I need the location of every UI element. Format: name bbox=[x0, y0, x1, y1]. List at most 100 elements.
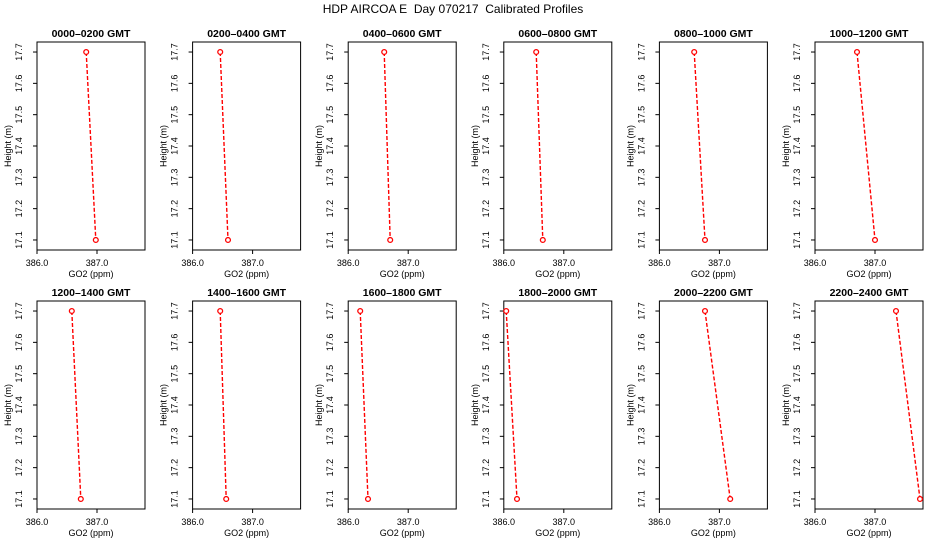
profile-line bbox=[535, 51, 544, 241]
x-tick-label: 386.0 bbox=[181, 258, 204, 268]
y-tick-label: 17.7 bbox=[481, 302, 491, 320]
x-tick-label: 387.0 bbox=[86, 517, 109, 527]
y-tick-label: 17.5 bbox=[636, 365, 646, 383]
x-tick-label: 386.0 bbox=[26, 517, 49, 527]
panel-title: 0400–0600 GMT bbox=[363, 28, 442, 40]
y-tick-label: 17.6 bbox=[636, 75, 646, 93]
x-tick-label: 387.0 bbox=[86, 258, 109, 268]
profile-panel-11: 2000–2200 GMT 386.0 387.0 17.1 17.2 17.3 17.4 1… bbox=[625, 287, 768, 538]
x-tick-label: 387.0 bbox=[864, 258, 887, 268]
y-tick-label: 17.6 bbox=[792, 334, 802, 352]
y-tick-label: 17.3 bbox=[481, 169, 491, 187]
x-tick-label: 387.0 bbox=[708, 517, 731, 527]
y-tick-label: 17.2 bbox=[636, 200, 646, 218]
y-axis-label: Height (m) bbox=[159, 384, 169, 426]
y-tick-label: 17.6 bbox=[14, 75, 24, 93]
y-tick-label: 17.7 bbox=[636, 43, 646, 61]
x-tick-label: 386.0 bbox=[493, 258, 516, 268]
data-point bbox=[224, 236, 232, 244]
profile-panel-1: 0000–0200 GMT 386.0 387.0 17.1 17.2 17.3 17.4 1… bbox=[3, 28, 146, 279]
y-tick-label: 17.1 bbox=[14, 490, 24, 508]
data-point bbox=[223, 495, 230, 503]
panel-title: 0000–0200 GMT bbox=[52, 28, 131, 40]
y-tick-label: 17.3 bbox=[325, 428, 335, 446]
y-tick-label: 17.5 bbox=[14, 106, 24, 124]
data-point bbox=[539, 236, 546, 244]
y-tick-label: 17.1 bbox=[170, 490, 180, 508]
x-tick-label: 387.0 bbox=[708, 258, 731, 268]
profile-line bbox=[359, 310, 369, 500]
data-point bbox=[77, 495, 84, 503]
y-tick-label: 17.4 bbox=[325, 137, 335, 155]
profile-line bbox=[856, 51, 876, 241]
y-tick-label: 17.1 bbox=[481, 231, 491, 249]
x-axis-label: GO2 (ppm) bbox=[691, 528, 736, 538]
y-tick-label: 17.2 bbox=[481, 459, 491, 477]
x-tick-label: 386.0 bbox=[493, 517, 516, 527]
y-tick-label: 17.2 bbox=[170, 200, 180, 218]
x-axis-label: GO2 (ppm) bbox=[846, 528, 891, 538]
y-tick-label: 17.4 bbox=[792, 137, 802, 155]
x-axis-label: GO2 (ppm) bbox=[380, 528, 425, 538]
y-tick-label: 17.4 bbox=[14, 137, 24, 155]
y-tick-label: 17.2 bbox=[170, 459, 180, 477]
profile-line bbox=[704, 310, 731, 500]
profile-panel-5: 0800–1000 GMT 386.0 387.0 17.1 17.2 17.3 17.4 1… bbox=[625, 28, 768, 279]
x-tick-label: 386.0 bbox=[804, 517, 827, 527]
y-axis-label: Height (m) bbox=[781, 125, 791, 167]
data-point bbox=[691, 48, 698, 56]
y-axis-label: Height (m) bbox=[625, 384, 635, 426]
panel-title: 2200–2400 GMT bbox=[830, 287, 909, 299]
y-tick-label: 17.2 bbox=[792, 459, 802, 477]
y-tick-label: 17.5 bbox=[636, 106, 646, 124]
profile-line bbox=[219, 51, 229, 241]
profile-line bbox=[895, 310, 921, 500]
x-axis-label: GO2 (ppm) bbox=[535, 528, 580, 538]
profile-panel-6: 1000–1200 GMT 386.0 387.0 17.1 17.2 17.3 17.4 1… bbox=[781, 28, 924, 279]
x-tick-label: 386.0 bbox=[26, 258, 49, 268]
y-tick-label: 17.6 bbox=[325, 334, 335, 352]
data-point bbox=[381, 48, 388, 56]
y-axis-label: Height (m) bbox=[159, 125, 169, 167]
x-tick-label: 387.0 bbox=[864, 517, 887, 527]
y-axis-label: Height (m) bbox=[781, 384, 791, 426]
data-point bbox=[853, 48, 861, 56]
y-tick-label: 17.7 bbox=[481, 43, 491, 61]
y-axis-label: Height (m) bbox=[470, 384, 480, 426]
y-tick-label: 17.2 bbox=[636, 459, 646, 477]
y-tick-label: 17.3 bbox=[792, 169, 802, 187]
y-tick-label: 17.6 bbox=[14, 334, 24, 352]
y-tick-label: 17.5 bbox=[325, 365, 335, 383]
x-tick-label: 387.0 bbox=[241, 258, 264, 268]
profile-panel-3: 0400–0600 GMT 386.0 387.0 17.1 17.2 17.3 17.4 1… bbox=[314, 28, 457, 279]
data-point bbox=[92, 236, 99, 244]
profile-panel-8: 1400–1600 GMT 386.0 387.0 17.1 17.2 17.3 17.4 1… bbox=[159, 287, 302, 538]
x-tick-label: 386.0 bbox=[337, 517, 360, 527]
y-axis-label: Height (m) bbox=[470, 125, 480, 167]
y-tick-label: 17.1 bbox=[325, 231, 335, 249]
y-axis-label: Height (m) bbox=[3, 384, 13, 426]
y-axis-label: Height (m) bbox=[625, 125, 635, 167]
y-tick-label: 17.7 bbox=[170, 302, 180, 320]
profile-line bbox=[693, 51, 706, 241]
y-tick-label: 17.1 bbox=[636, 490, 646, 508]
y-tick-label: 17.6 bbox=[325, 75, 335, 93]
y-tick-label: 17.4 bbox=[325, 396, 335, 414]
y-tick-label: 17.7 bbox=[325, 43, 335, 61]
x-tick-label: 387.0 bbox=[553, 517, 576, 527]
data-point bbox=[727, 495, 734, 503]
profile-panel-7: 1200–1400 GMT 386.0 387.0 17.1 17.2 17.3 17.4 1… bbox=[3, 287, 146, 538]
y-tick-label: 17.7 bbox=[170, 43, 180, 61]
x-tick-label: 386.0 bbox=[337, 258, 360, 268]
y-tick-label: 17.3 bbox=[636, 428, 646, 446]
y-tick-label: 17.3 bbox=[325, 169, 335, 187]
y-tick-label: 17.3 bbox=[170, 428, 180, 446]
y-tick-label: 17.1 bbox=[481, 490, 491, 508]
data-point bbox=[533, 48, 540, 56]
x-axis-label: GO2 (ppm) bbox=[224, 269, 269, 279]
y-tick-label: 17.1 bbox=[170, 231, 180, 249]
data-point bbox=[83, 48, 90, 56]
y-tick-label: 17.7 bbox=[325, 302, 335, 320]
